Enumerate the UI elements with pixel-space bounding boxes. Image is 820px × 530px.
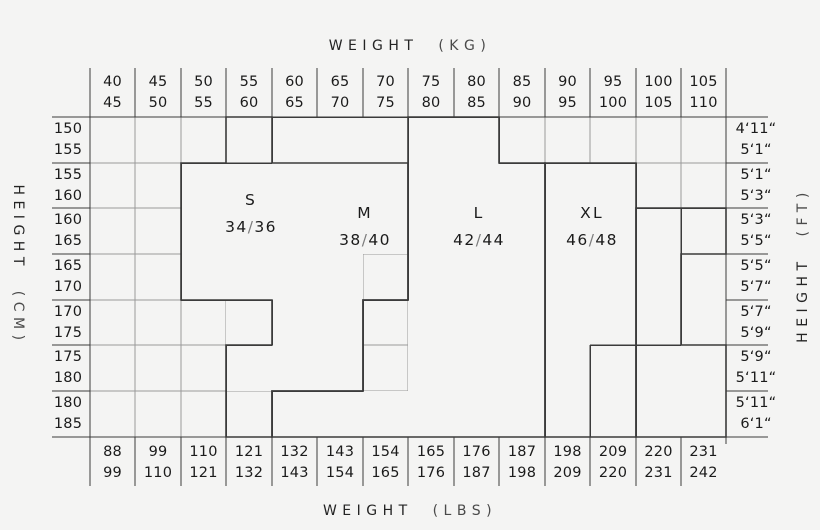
axis-title-weight-kg-main: WEIGHT [328,38,419,54]
axis-title-height-cm: HEIGHT (CM) [10,184,26,345]
grid-frame [89,110,727,444]
axis-title-weight-lbs-main: WEIGHT [322,503,413,519]
axis-title-weight-lbs: WEIGHT (LBS) [0,503,820,519]
axis-title-weight-kg: WEIGHT (KG) [0,38,820,54]
size-region-fills [181,117,726,437]
axis-title-weight-kg-unit: (KG) [438,38,492,54]
footer-column-dividers [89,437,682,486]
axis-title-height-ft: HEIGHT (FT) [795,187,811,343]
axis-title-height-ft-unit: (FT) [795,187,811,237]
row-label-left-dividers [52,110,91,444]
row-label-right-dividers [725,110,768,444]
header-column-dividers [89,68,727,117]
axis-title-weight-lbs-unit: (LBS) [432,503,498,519]
axis-title-height-ft-main: HEIGHT [795,256,811,343]
axis-title-height-cm-unit: (CM) [10,290,26,346]
axis-title-height-cm-main: HEIGHT [10,184,26,271]
